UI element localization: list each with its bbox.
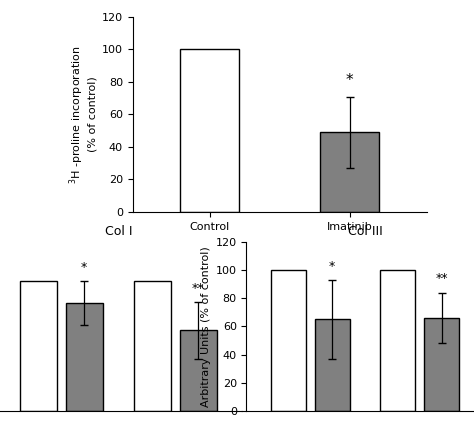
Bar <box>180 330 217 411</box>
Text: **: ** <box>436 273 448 285</box>
Text: **: ** <box>192 282 205 295</box>
Y-axis label: $^{3}$H -proline incorporation
(% of control): $^{3}$H -proline incorporation (% of con… <box>67 45 98 184</box>
Y-axis label: Arbitrary Units (% of control): Arbitrary Units (% of control) <box>201 246 211 407</box>
Bar <box>380 270 415 411</box>
Text: *: * <box>81 261 87 274</box>
Bar <box>424 318 459 411</box>
Title: Col III: Col III <box>347 225 383 238</box>
Bar <box>135 281 171 411</box>
Bar <box>20 281 57 411</box>
Bar <box>271 270 306 411</box>
Bar <box>315 319 350 411</box>
Bar <box>320 132 379 212</box>
Text: *: * <box>329 260 335 273</box>
Bar <box>66 303 102 411</box>
Text: *: * <box>346 73 354 89</box>
Bar <box>180 50 239 212</box>
Title: Col I: Col I <box>105 225 132 238</box>
